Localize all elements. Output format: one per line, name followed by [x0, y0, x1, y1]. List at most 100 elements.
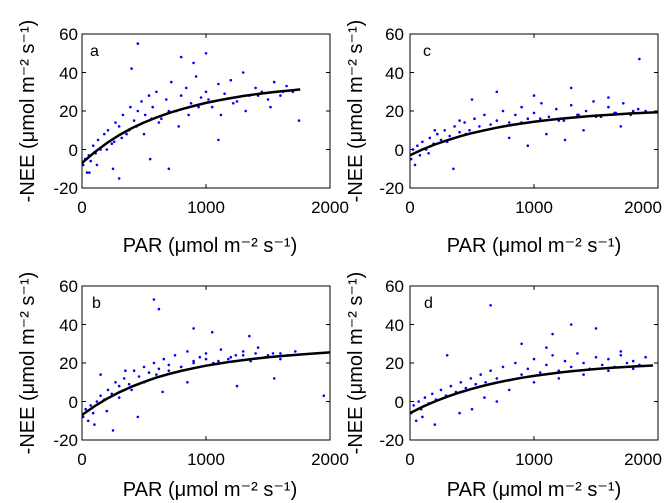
panel-c-data-point [452, 167, 455, 171]
panel-c-data-point [473, 117, 476, 120]
panel-c-data-point [495, 90, 499, 94]
panel-c-data-point [413, 163, 417, 167]
panel-b-data-point [124, 369, 127, 373]
panel-b-data-point [204, 357, 208, 361]
panel-b-data-point [294, 350, 297, 353]
panel-c-data-point [427, 152, 430, 155]
panel-c-data-point [458, 130, 461, 134]
panel-a-data-point [272, 80, 276, 84]
panel-a-data-point [179, 55, 183, 59]
panel-b-y-tick-label: -20 [53, 431, 78, 450]
panel-a-data-point [232, 102, 235, 105]
panel-b-x-tick-label: 0 [77, 450, 86, 469]
panel-a-y-tick-label: 20 [59, 102, 78, 121]
panel-a-data-point [266, 98, 270, 101]
panel-b-y-tick-label: 0 [69, 393, 78, 412]
panel-a-data-point [170, 80, 173, 84]
panel-d-y-tick-label: -20 [379, 431, 404, 450]
panel-b-x-tick-label: 2000 [311, 450, 349, 469]
panel-d-data-point [469, 377, 473, 380]
panel-c-data-point [631, 109, 635, 113]
panel-a-data-point [117, 125, 121, 128]
panel-b-data-point [256, 346, 260, 349]
panel-a-fit-curve [81, 88, 301, 164]
panel-d-data-point [417, 400, 421, 403]
panel-d-data-point [495, 377, 499, 380]
panel-b-data-point [271, 352, 275, 355]
panel-a-data-point [148, 157, 152, 161]
panel-c-data-point [569, 103, 573, 107]
panel-c-y-tick-label: 40 [385, 64, 404, 83]
panel-d-x-tick-label: 0 [405, 450, 414, 469]
panel-b-data-point [227, 357, 230, 361]
panel-d-data-point [449, 384, 453, 388]
panel-b-data-point [186, 350, 189, 353]
panel-c-data-point [470, 98, 474, 101]
panel-d-letter: d [424, 295, 433, 312]
panel-c-data-point [433, 129, 437, 132]
panel-c-data-point [526, 117, 530, 120]
panel-d-data-point [594, 355, 598, 359]
panel-a-data-point [269, 105, 272, 109]
panel-a-data-point [177, 125, 180, 128]
panel-a-x-tick-label: 2000 [311, 198, 349, 217]
panel-d-x-tick-label: 1000 [515, 450, 553, 469]
panel-b-data-point [106, 388, 110, 392]
panel-b-y-tick-label: 60 [59, 277, 78, 296]
panel-b-data-point [186, 381, 189, 384]
panel-d-data-point [538, 371, 542, 374]
panel-a-data-point [179, 94, 183, 97]
panel-a: a -20 0 20 40 60 0 1000 2000 PAR (μmol m… [17, 20, 349, 257]
panel-c-data-point [507, 136, 511, 140]
panel-d-ticks [409, 285, 659, 441]
panel-c-data-point [532, 111, 536, 115]
panel-c-data-point [514, 113, 517, 117]
panel-b-data-point [84, 407, 87, 411]
panel-b-data-point [155, 373, 158, 376]
panel-c-data-point [592, 100, 595, 103]
panel-d-data-point [414, 419, 418, 423]
panel-b-data-point [204, 352, 208, 355]
panel-a-data-point [197, 105, 200, 109]
panel-a-ticks [81, 33, 331, 189]
panel-b-data-point [162, 357, 166, 361]
panel-d-y-axis-title: -NEE (μmol m⁻² s⁻¹) [345, 272, 367, 455]
panel-a-data-point [241, 71, 245, 74]
panel-b-data-point [152, 361, 156, 365]
panel-c-data-point [416, 144, 419, 147]
panel-a-data-point [117, 177, 121, 180]
panel-a-data-point [207, 98, 210, 101]
panel-c: c -20 0 20 40 60 0 1000 2000 PAR (μmol m… [345, 20, 662, 257]
panel-c-data-point [584, 109, 588, 113]
panel-b-data-point [95, 400, 99, 403]
panel-a-data-point [151, 105, 154, 109]
panel-a-data-point [217, 82, 220, 86]
panel-a-data-point [143, 113, 147, 117]
panel-b-data-point [157, 307, 161, 311]
panel-d-data-point [594, 327, 598, 330]
panel-a-y-tick-label: 40 [59, 64, 78, 83]
panel-a-data-point [217, 138, 220, 142]
panel-a-letter: a [90, 43, 99, 60]
panel-b-data-point [167, 369, 171, 373]
panel-a-data-point [210, 105, 214, 109]
panel-d-data-point [607, 369, 610, 373]
panel-b-data-point [122, 377, 126, 380]
panel-b-data-point [167, 363, 171, 367]
panel-d-data-point [520, 373, 523, 376]
panel-c-data-point [443, 129, 447, 132]
panel-c-data-point [607, 96, 610, 99]
panel-b-y-tick-label: 40 [59, 316, 78, 335]
panel-b-x-tick-label: 1000 [187, 450, 225, 469]
panel-a-data-point [155, 90, 158, 94]
panel-b-data-point [179, 365, 183, 369]
panel-c-letter: c [423, 43, 431, 60]
panel-b-data-point [142, 365, 146, 369]
panel-b-data-point [192, 361, 195, 365]
panel-a-data-point [105, 148, 109, 151]
panel-d-data-point [551, 332, 554, 336]
panel-c-y-tick-label: 20 [385, 102, 404, 121]
panel-a-data-point [184, 86, 188, 90]
panel-b-data-point [219, 348, 223, 351]
panel-d-data-point [582, 361, 585, 365]
